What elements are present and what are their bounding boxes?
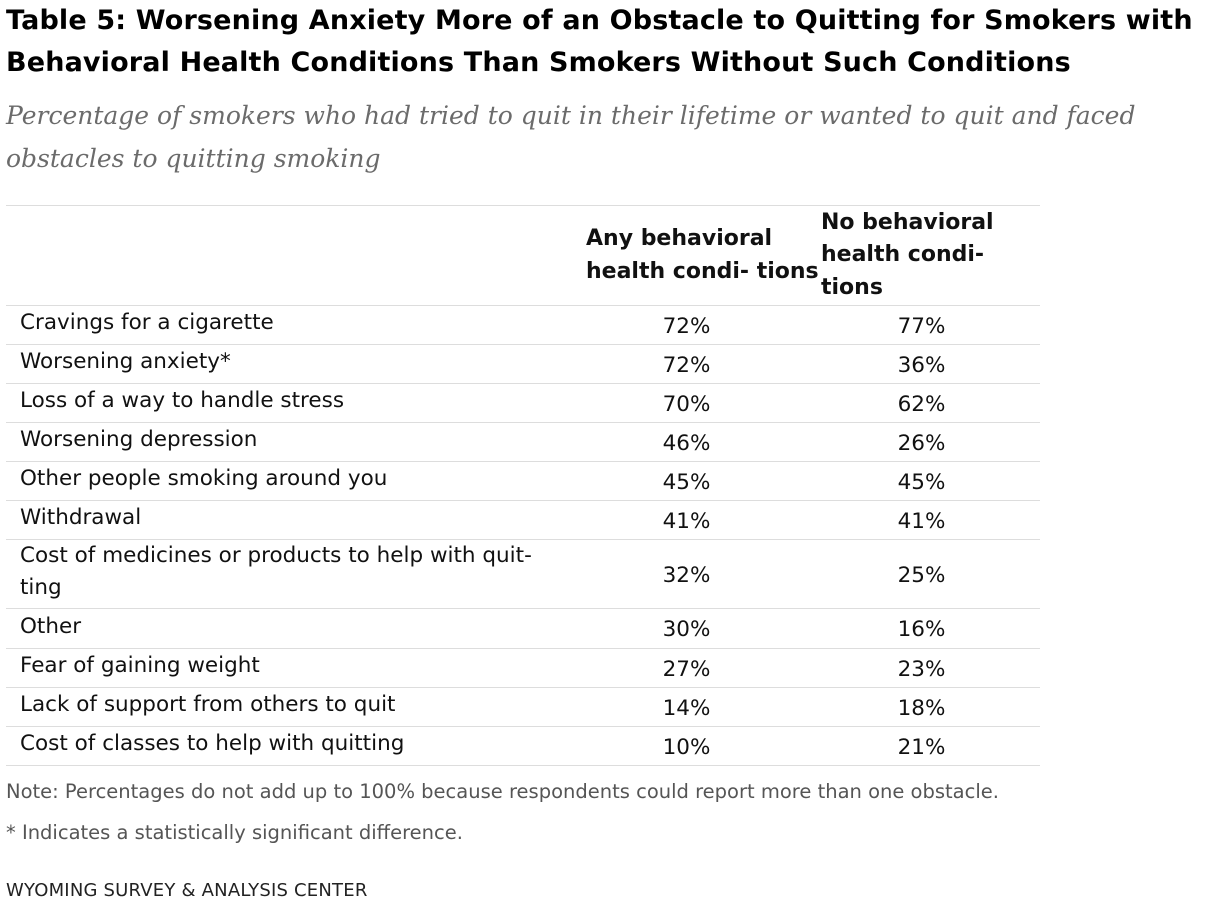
cell-any-condition: 14% bbox=[586, 687, 821, 727]
cell-any-condition: 72% bbox=[586, 305, 821, 345]
table-row: Worsening anxiety* 72% 36% bbox=[6, 344, 1040, 384]
row-label: Other people smoking around you bbox=[6, 461, 586, 501]
cell-any-condition: 45% bbox=[586, 461, 821, 501]
table-row: Other people smoking around you 45% 45% bbox=[6, 461, 1040, 501]
cell-no-condition: 25% bbox=[821, 539, 1040, 609]
cell-no-condition: 62% bbox=[821, 383, 1040, 423]
table-row: Withdrawal 41% 41% bbox=[6, 500, 1040, 540]
source-credit: WYOMING SURVEY & ANALYSIS CENTER bbox=[6, 880, 368, 901]
table-row: Loss of a way to handle stress 70% 62% bbox=[6, 383, 1040, 423]
cell-any-condition: 46% bbox=[586, 422, 821, 462]
row-label: Lack of support from others to quit bbox=[6, 687, 586, 727]
cell-any-condition: 32% bbox=[586, 539, 821, 609]
row-label: Cost of classes to help with quitting bbox=[6, 726, 586, 766]
cell-any-condition: 41% bbox=[586, 500, 821, 540]
cell-any-condition: 30% bbox=[586, 608, 821, 649]
cell-no-condition: 41% bbox=[821, 500, 1040, 540]
row-label: Cost of medicines or products to help wi… bbox=[6, 539, 586, 609]
column-header-any-condition: Any behavioral health condi- tions bbox=[586, 205, 821, 306]
table-body: Cravings for a cigarette 72% 77% Worseni… bbox=[6, 305, 1040, 766]
table-row: Cravings for a cigarette 72% 77% bbox=[6, 305, 1040, 345]
table-header-row: Any behavioral health condi- tions No be… bbox=[6, 205, 1040, 306]
table-row: Fear of gaining weight 27% 23% bbox=[6, 648, 1040, 688]
cell-no-condition: 45% bbox=[821, 461, 1040, 501]
table-row: Lack of support from others to quit 14% … bbox=[6, 687, 1040, 727]
table-row: Cost of medicines or products to help wi… bbox=[6, 539, 1040, 609]
cell-any-condition: 72% bbox=[586, 344, 821, 384]
cell-any-condition: 27% bbox=[586, 648, 821, 688]
row-label: Worsening depression bbox=[6, 422, 586, 462]
table-row: Worsening depression 46% 26% bbox=[6, 422, 1040, 462]
cell-no-condition: 23% bbox=[821, 648, 1040, 688]
cell-no-condition: 16% bbox=[821, 608, 1040, 649]
row-label: Loss of a way to handle stress bbox=[6, 383, 586, 423]
row-label: Withdrawal bbox=[6, 500, 586, 540]
obstacles-table: Any behavioral health condi- tions No be… bbox=[6, 205, 1040, 766]
cell-no-condition: 36% bbox=[821, 344, 1040, 384]
row-label: Cravings for a cigarette bbox=[6, 305, 586, 345]
row-label: Worsening anxiety* bbox=[6, 344, 586, 384]
cell-any-condition: 10% bbox=[586, 726, 821, 766]
column-header-no-condition: No behavioral health condi- tions bbox=[821, 205, 1040, 306]
table-title: Table 5: Worsening Anxiety More of an Ob… bbox=[6, 5, 1193, 78]
table-row: Cost of classes to help with quitting 10… bbox=[6, 726, 1040, 766]
column-header-obstacle bbox=[6, 205, 586, 306]
cell-no-condition: 77% bbox=[821, 305, 1040, 345]
row-label: Fear of gaining weight bbox=[6, 648, 586, 688]
cell-no-condition: 18% bbox=[821, 687, 1040, 727]
row-label: Other bbox=[6, 608, 586, 649]
table-subtitle: Percentage of smokers who had tried to q… bbox=[6, 101, 1136, 173]
cell-no-condition: 21% bbox=[821, 726, 1040, 766]
cell-no-condition: 26% bbox=[821, 422, 1040, 462]
footnote-significance: * Indicates a statistically significant … bbox=[6, 821, 463, 844]
footnote-percentages: Note: Percentages do not add up to 100% … bbox=[6, 780, 999, 803]
cell-any-condition: 70% bbox=[586, 383, 821, 423]
table-row: Other 30% 16% bbox=[6, 608, 1040, 649]
